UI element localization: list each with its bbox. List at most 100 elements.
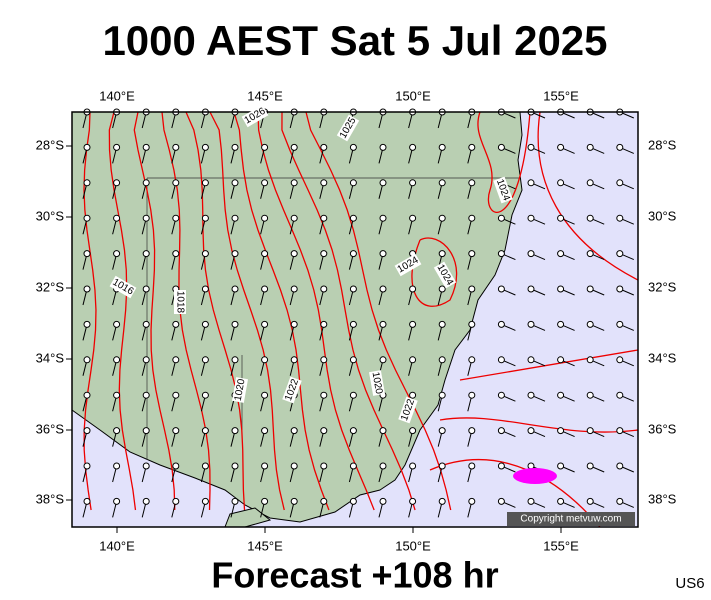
barb-station [113,462,121,470]
barb-station [409,143,417,151]
barb-station [497,214,505,222]
barb-station [409,179,417,187]
barb-station [527,214,535,222]
barb-station [290,285,298,293]
barb-station [142,462,150,470]
lon-label: 145°E [247,538,283,553]
barb-station [557,356,565,364]
isobar-label-group: 1018 [174,290,186,314]
barb-station [231,179,239,187]
barb-station [201,250,209,258]
barb-station [379,179,387,187]
barb-station [468,214,476,222]
barb-station [320,462,328,470]
barb-station [586,320,594,328]
barb-station [83,179,91,187]
isobar [537,111,639,281]
barb-station [142,285,150,293]
barb-station [557,179,565,187]
isobar [477,111,531,213]
isobar [133,111,176,511]
isobar-label-bg [109,275,137,299]
barb-station [83,356,91,364]
barb-station [616,285,624,293]
barb-station [497,356,505,364]
barb-station [438,356,446,364]
barb-station [349,497,357,505]
barb-station [172,143,180,151]
barb-station [586,497,594,505]
lat-label: 30°S [648,208,677,223]
barb-station [438,214,446,222]
barb-station [409,391,417,399]
lat-label: 36°S [648,421,677,436]
barb-station [201,391,209,399]
isobar-label-group: 1020 [232,377,248,403]
barb-station [409,427,417,435]
barb-station [320,179,328,187]
barb-station [83,214,91,222]
barb-station [261,356,269,364]
isobar-label: 1020 [233,378,248,402]
barb-station [409,356,417,364]
barb-station [172,497,180,505]
barb-station [320,497,328,505]
barb-station [468,143,476,151]
barb-station [379,214,387,222]
barb-station [142,427,150,435]
barb-station [409,214,417,222]
barb-station [320,214,328,222]
barb-station [468,391,476,399]
isobar [281,111,416,511]
barb-station [468,250,476,258]
barb-station [113,143,121,151]
barb-station [557,391,565,399]
frame [71,111,639,528]
barb-station [142,320,150,328]
footer: Forecast +108 hr [211,555,498,596]
rain-area [513,468,557,484]
barb-station [290,179,298,187]
barb-station [586,462,594,470]
barb-station [142,497,150,505]
barb-station [557,462,565,470]
barb-station [497,320,505,328]
barb-station [320,320,328,328]
barb-station [201,179,209,187]
barb-station [379,285,387,293]
barb-station [201,320,209,328]
barb-station [497,250,505,258]
barb-station [142,179,150,187]
barb-station [409,285,417,293]
barb-station [438,462,446,470]
barb-station [113,320,121,328]
barb-station [438,427,446,435]
barb-station [113,250,121,258]
barb-station [616,143,624,151]
barb-station [409,462,417,470]
barb-station [438,391,446,399]
lat-label: 30°S [36,208,65,223]
isobars [83,111,639,528]
barb-station [527,285,535,293]
barb-station [379,143,387,151]
lon-label: 150°E [395,538,431,553]
isobar-label-bg [232,377,248,403]
barb-station [586,391,594,399]
isobar [411,237,458,307]
barb-station [113,427,121,435]
barb-station [438,250,446,258]
barb-station [438,285,446,293]
barb-station [349,320,357,328]
barb-station [142,391,150,399]
lon-label: 140°E [99,538,135,553]
barb-station [231,285,239,293]
barb-station [290,356,298,364]
barb-station [142,143,150,151]
barb-station [320,285,328,293]
barb-station [83,497,91,505]
copyright: Copyright metvuw.com [520,514,621,525]
barb-station [349,391,357,399]
barb-station [349,356,357,364]
